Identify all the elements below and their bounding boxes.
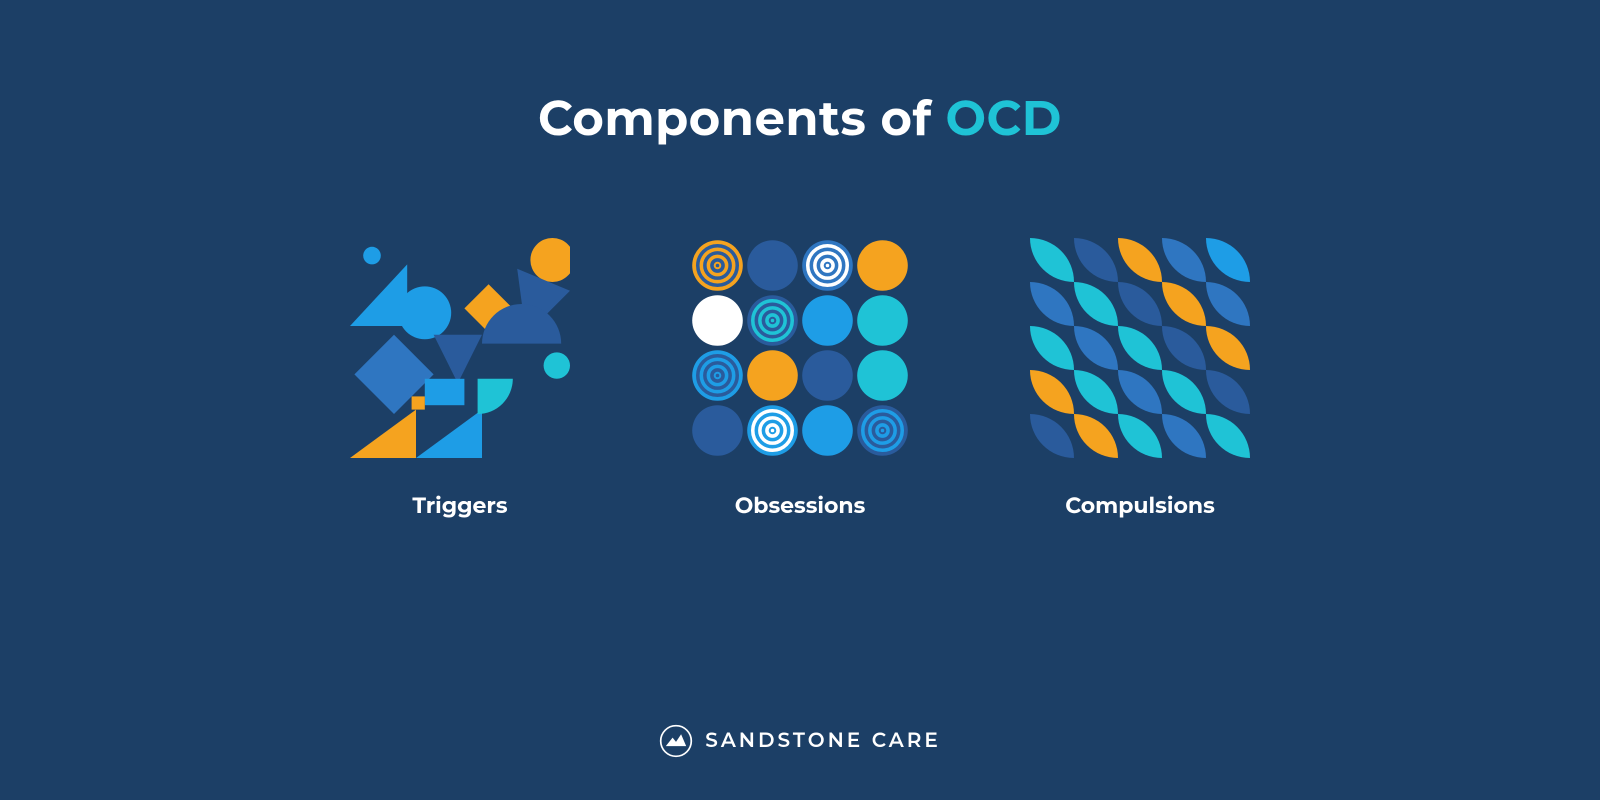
page-title: Components of OCD xyxy=(538,90,1062,148)
obsessions-art xyxy=(690,238,910,458)
brand-text: SANDSTONE CARE xyxy=(705,729,941,753)
caption-triggers: Triggers xyxy=(412,492,507,519)
compulsions-art xyxy=(1030,238,1250,458)
title-prefix: Components of xyxy=(538,90,932,148)
triggers-art xyxy=(350,238,570,458)
caption-compulsions: Compulsions xyxy=(1065,492,1215,519)
brand-icon xyxy=(659,724,693,758)
panel-obsessions: Obsessions xyxy=(690,238,910,519)
panels-row: Triggers Obsessions Compulsions xyxy=(350,238,1250,519)
panel-compulsions: Compulsions xyxy=(1030,238,1250,519)
brand-icon-ring xyxy=(661,726,692,757)
title-highlight: OCD xyxy=(946,90,1062,148)
footer-logo: SANDSTONE CARE xyxy=(0,724,1600,758)
caption-obsessions: Obsessions xyxy=(735,492,866,519)
panel-triggers: Triggers xyxy=(350,238,570,519)
brand-icon-mountain xyxy=(666,734,686,746)
